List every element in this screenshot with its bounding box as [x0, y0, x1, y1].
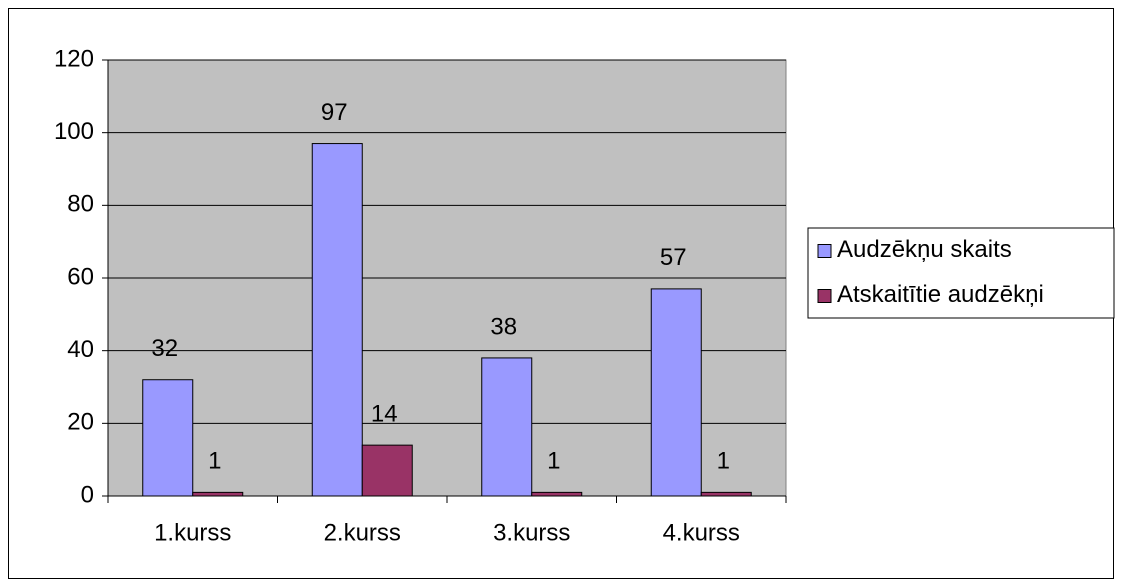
bar — [531, 491, 583, 497]
data-label: 97 — [321, 99, 348, 126]
legend-swatch — [817, 244, 832, 258]
legend-label: Audzēkņu skaits — [837, 236, 1012, 263]
y-tick-label: 120 — [54, 45, 94, 72]
data-label: 1 — [208, 448, 221, 475]
x-tick-label: 3.kurss — [493, 519, 570, 546]
bar — [192, 491, 244, 497]
data-label: 32 — [151, 335, 178, 362]
legend-box — [807, 227, 1115, 319]
y-tick-label: 40 — [67, 336, 94, 363]
data-label: 1 — [547, 448, 560, 475]
y-tick-label: 20 — [67, 409, 94, 436]
y-tick-label: 0 — [81, 481, 94, 508]
y-tick-label: 100 — [54, 118, 94, 145]
data-label: 38 — [490, 313, 517, 340]
bar — [361, 444, 413, 497]
bar — [650, 288, 702, 497]
bar — [700, 491, 752, 497]
x-tick-label: 2.kurss — [324, 519, 401, 546]
data-label: 14 — [371, 400, 398, 427]
y-tick-label: 80 — [67, 191, 94, 218]
bar — [311, 143, 363, 497]
x-tick-label: 1.kurss — [154, 519, 231, 546]
x-tick-label: 4.kurss — [663, 519, 740, 546]
bar — [481, 357, 533, 497]
y-tick-label: 60 — [67, 263, 94, 290]
data-label: 57 — [660, 244, 687, 271]
data-label: 1 — [717, 448, 730, 475]
legend-swatch — [817, 289, 832, 303]
legend-label: Atskaitītie audzēkņi — [837, 281, 1044, 308]
bar — [142, 379, 194, 497]
